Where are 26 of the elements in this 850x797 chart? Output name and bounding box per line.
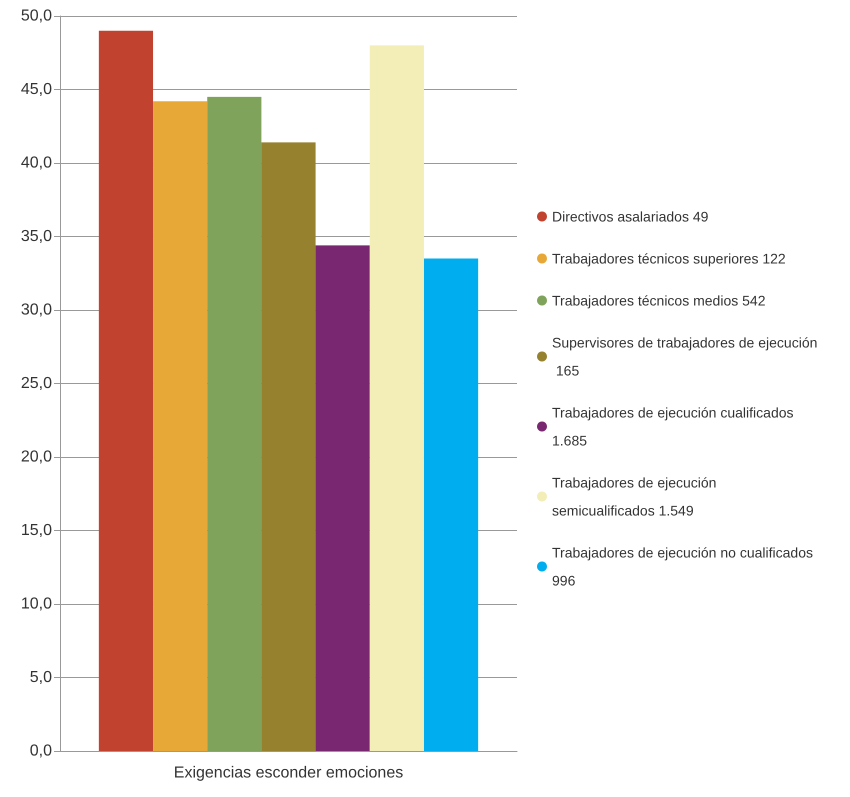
bar xyxy=(153,101,208,751)
legend-label: Supervisores de trabajadores de ejecución 165 xyxy=(552,334,818,378)
legend-label: Trabajadores técnicos superiores 122 xyxy=(552,250,786,266)
legend-label: Directivos asalariados 49 xyxy=(552,208,709,224)
y-tick-label: 0,0 xyxy=(30,742,52,760)
bar xyxy=(207,96,262,751)
legend-label: Trabajadores de ejecución cualificados 1.685 xyxy=(552,404,798,448)
bar xyxy=(370,45,424,751)
legend-label: Trabajadores técnicos medios 542 xyxy=(552,292,766,308)
y-tick-label: 45,0 xyxy=(20,81,52,98)
y-tick-label: 40,0 xyxy=(20,154,52,172)
y-tick-label: 10,0 xyxy=(20,596,52,612)
legend-label: Trabajadores de ejecución no cualificados 996 xyxy=(552,544,817,588)
y-tick-label: 5,0 xyxy=(30,669,52,686)
y-tick-label: 35,0 xyxy=(20,228,52,245)
bar xyxy=(316,245,370,751)
bar xyxy=(261,142,316,751)
legend-label: Trabajadores de ejecución semicualificados 1.549 xyxy=(552,474,720,518)
x-tick-label: Exigencias esconder emociones xyxy=(174,764,404,782)
y-tick-label: 20,0 xyxy=(20,448,52,466)
y-tick-label: 25,0 xyxy=(20,375,52,392)
bar xyxy=(98,30,154,751)
bar xyxy=(424,258,478,751)
y-tick-label: 30,0 xyxy=(20,302,52,318)
y-tick-label: 50,0 xyxy=(20,8,52,24)
y-tick-label: 15,0 xyxy=(20,522,52,539)
